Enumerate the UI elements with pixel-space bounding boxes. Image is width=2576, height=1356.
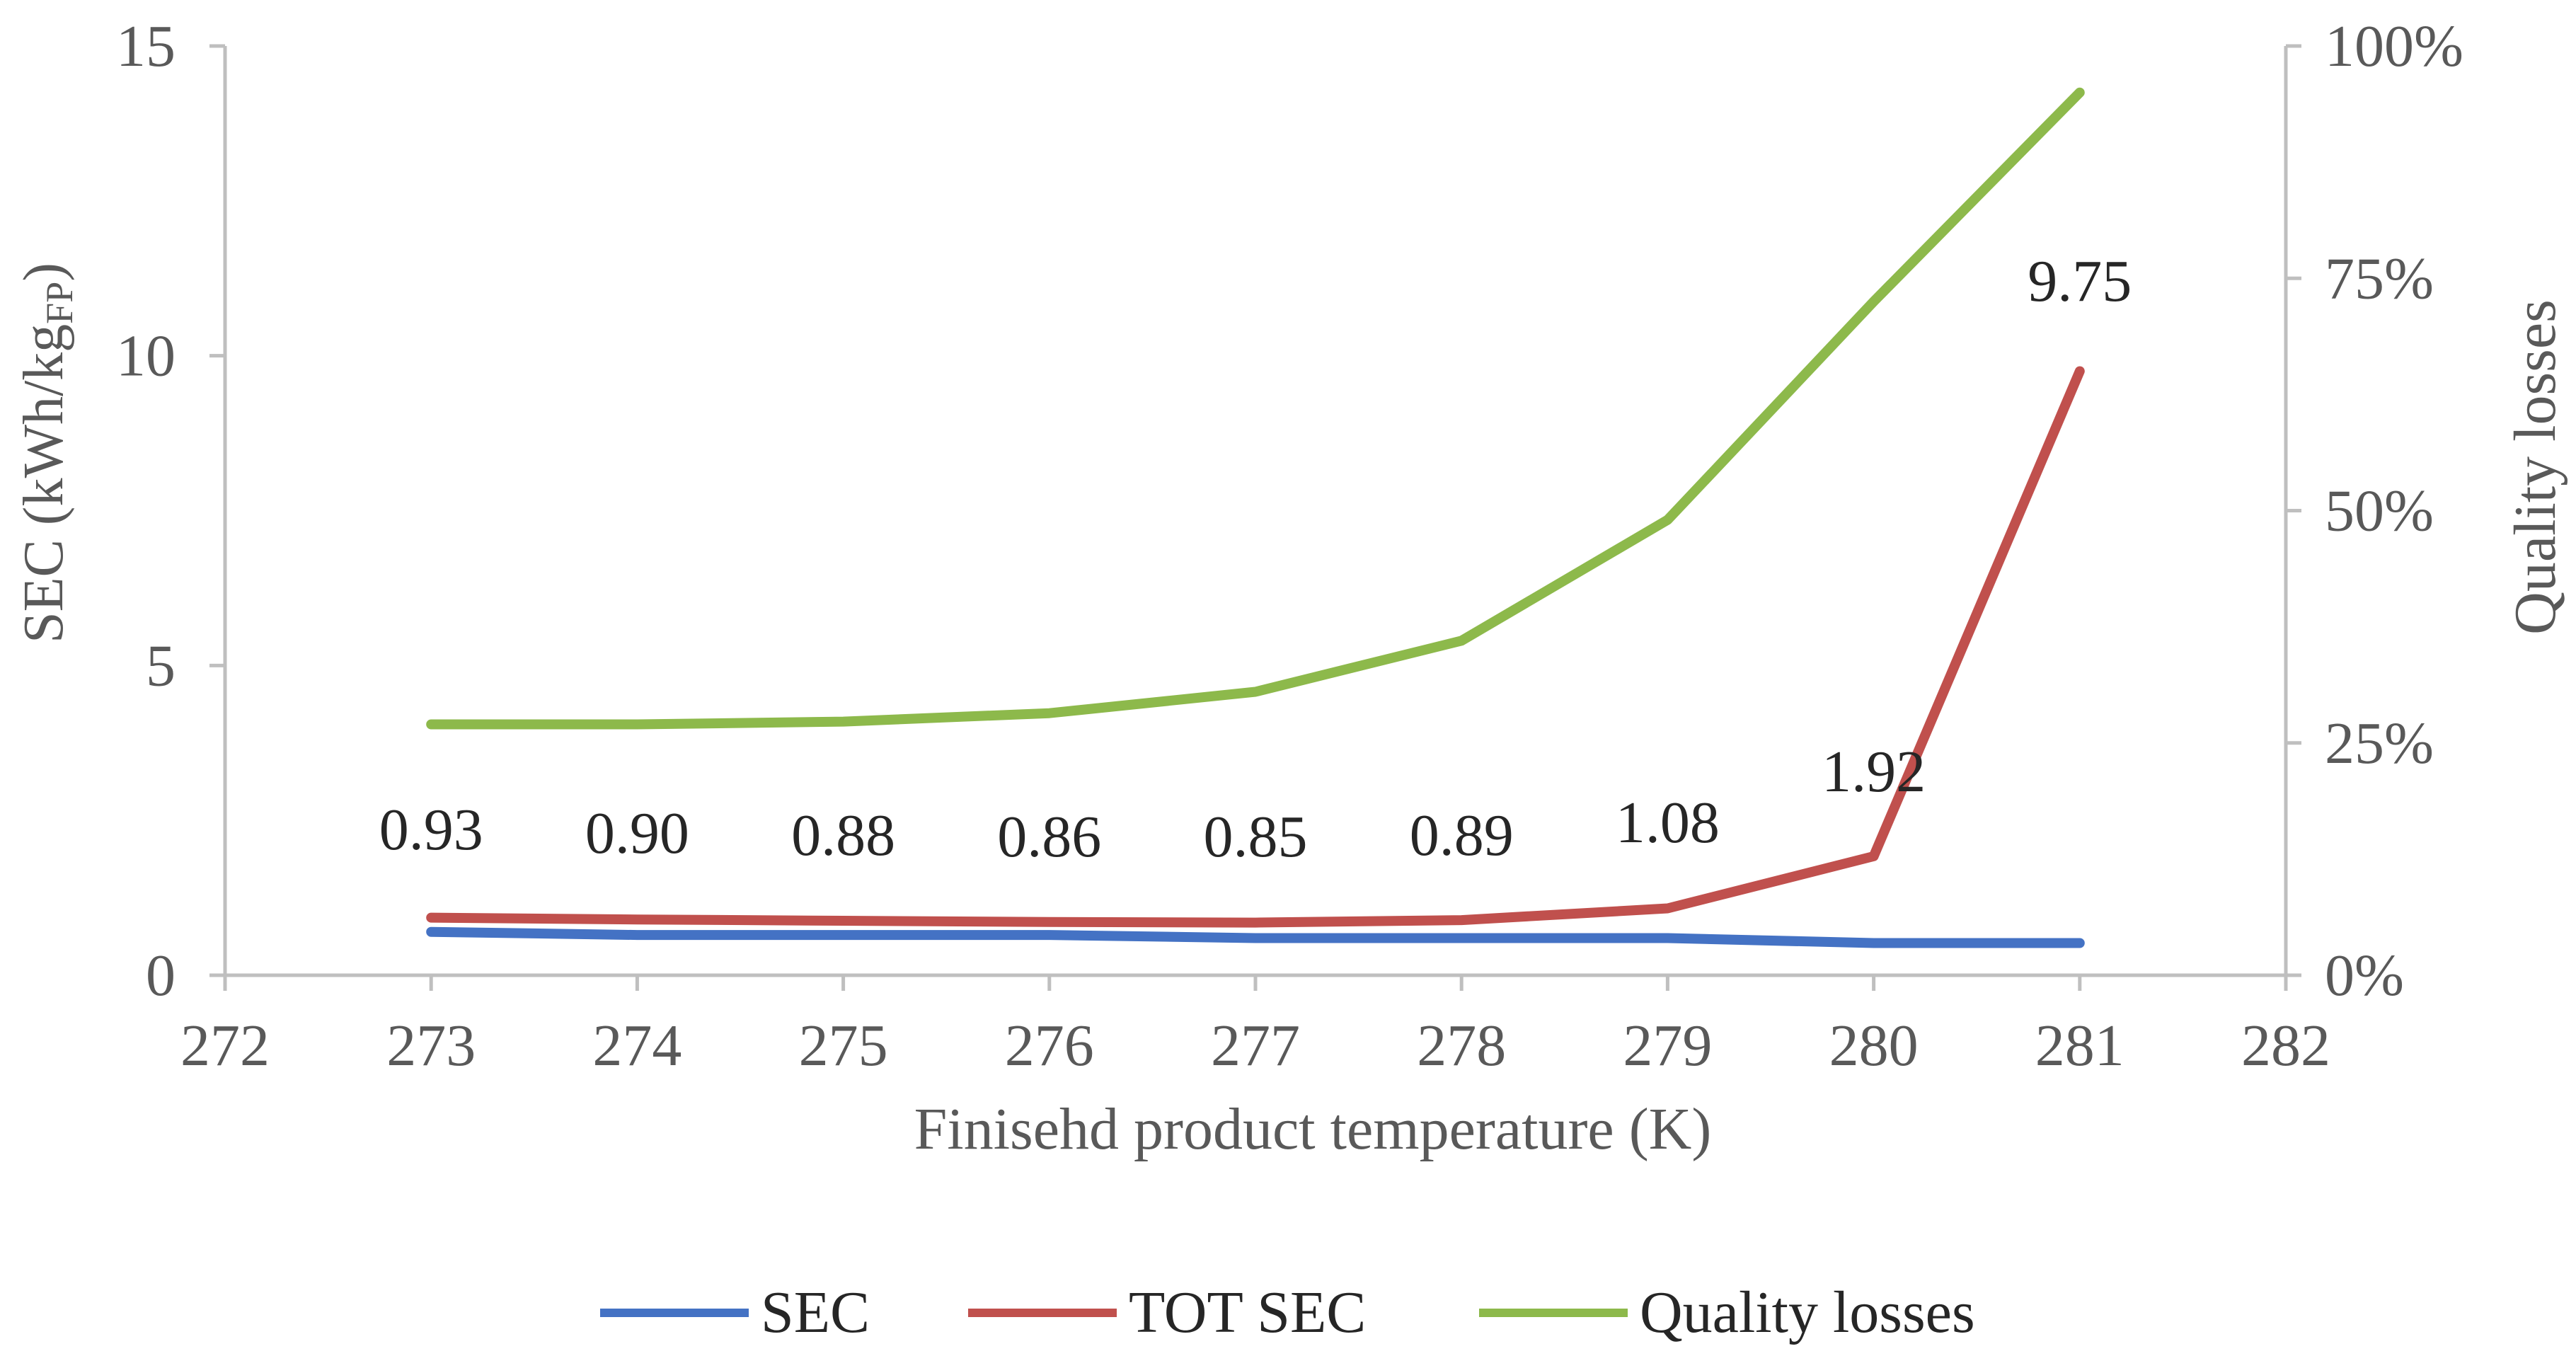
- x-tick-label: 277: [1211, 1013, 1300, 1079]
- legend-label-quality-losses: Quality losses: [1640, 1280, 1975, 1345]
- y2-tick-label: 50%: [2325, 478, 2434, 544]
- y-tick-label: 10: [116, 323, 176, 389]
- legend-label-tot-sec: TOT SEC: [1129, 1280, 1366, 1345]
- x-tick-label: 274: [592, 1013, 682, 1079]
- x-tick-label: 275: [799, 1013, 888, 1079]
- x-axis-title: Finisehd product temperature (K): [914, 1096, 1712, 1162]
- y2-tick-label: 25%: [2325, 711, 2434, 776]
- x-tick-label: 280: [1829, 1013, 1919, 1079]
- series-lines: [426, 87, 2085, 948]
- x-tick-label: 279: [1623, 1013, 1712, 1079]
- series-line-sec: [426, 926, 2085, 948]
- x-tick-label: 281: [2035, 1013, 2124, 1079]
- y2-tick-label: 75%: [2325, 246, 2434, 311]
- series-line-tot-sec: [426, 366, 2085, 928]
- data-labels: 0.93 0.90 0.88 0.86 0.85 0.89 1.08 1.92 9.75: [379, 248, 2132, 870]
- y-tick-label: 15: [116, 13, 176, 79]
- x-tick-label: 272: [180, 1013, 270, 1079]
- data-label-tot-sec: 0.89: [1410, 803, 1514, 868]
- y2-axis-title: Quality losses: [2502, 299, 2568, 635]
- y-axis-title: SEC (kWh/kgFP): [13, 263, 81, 643]
- x-tick-label: 282: [2241, 1013, 2330, 1079]
- axes: [209, 44, 2301, 991]
- data-label-tot-sec: 0.90: [585, 800, 689, 866]
- series-line-quality-losses: [426, 87, 2085, 730]
- x-tick-label: 276: [1005, 1013, 1094, 1079]
- data-label-tot-sec: 0.88: [791, 803, 895, 868]
- x-tick-label: 273: [386, 1013, 476, 1079]
- data-label-tot-sec: 1.92: [1822, 739, 1926, 805]
- tick-labels: 0 5 10 15 0% 25% 50% 75% 100% 272 273 274 275 276 277 2…: [116, 13, 2463, 1079]
- y-tick-label: 0: [146, 943, 176, 1009]
- y2-tick-label: 100%: [2325, 13, 2463, 79]
- y-tick-label: 5: [146, 633, 176, 699]
- data-label-tot-sec: 0.93: [379, 797, 483, 863]
- legend: SEC TOT SEC Quality losses: [600, 1280, 1975, 1345]
- data-label-tot-sec: 1.08: [1616, 790, 1720, 856]
- data-label-tot-sec: 9.75: [2028, 248, 2132, 314]
- x-tick-label: 278: [1417, 1013, 1506, 1079]
- y2-tick-label: 0%: [2325, 943, 2404, 1009]
- data-label-tot-sec: 0.85: [1204, 804, 1308, 870]
- legend-label-sec: SEC: [761, 1280, 870, 1345]
- data-label-tot-sec: 0.86: [997, 804, 1101, 870]
